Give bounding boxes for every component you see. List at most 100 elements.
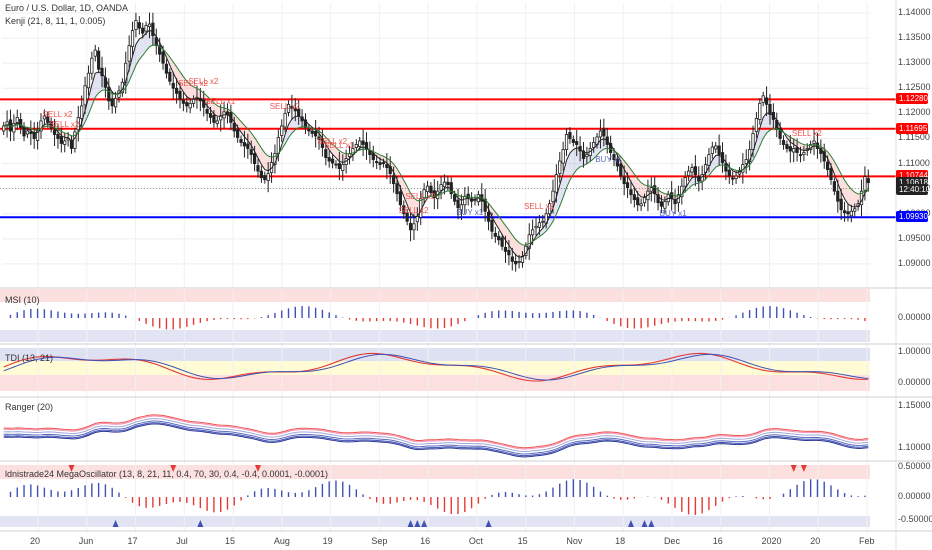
candle-body	[324, 149, 328, 158]
candle-body	[137, 22, 141, 29]
candle-body	[385, 164, 389, 168]
date-axis-label: Aug	[273, 536, 290, 546]
megaoscillator-title[interactable]: ldnistrade24 MegaOscillator (13, 8, 21, …	[5, 469, 329, 479]
candle-body	[486, 211, 491, 222]
candle-body	[63, 140, 67, 145]
candle-body	[130, 30, 135, 48]
candle-body	[83, 85, 87, 106]
mega-sell-marker	[170, 465, 177, 472]
candle-body	[239, 139, 243, 143]
sell-signal-label: SELL x2	[398, 205, 429, 215]
candle-body	[619, 163, 623, 177]
candle-body	[90, 57, 94, 74]
price-tag: 1.10618	[896, 176, 928, 188]
candle-body	[615, 159, 620, 167]
candle-body	[788, 146, 792, 152]
candle-body	[697, 176, 701, 182]
sell-signal-label: SELL x2	[188, 76, 219, 86]
candle-body	[608, 143, 613, 153]
ranger-title[interactable]: Ranger (20)	[5, 402, 54, 412]
candle-body	[147, 23, 152, 27]
candle-body	[602, 128, 606, 137]
candle-body	[670, 192, 674, 200]
date-axis-label: 19	[322, 536, 333, 546]
candle-body	[252, 153, 257, 164]
candle-body	[232, 123, 236, 132]
candle-body	[469, 198, 474, 202]
candle-body	[263, 175, 267, 181]
candle-body	[80, 105, 84, 119]
candle-body	[866, 178, 870, 184]
candle-body	[453, 194, 457, 202]
buy-signal-label: BUY x1	[659, 208, 687, 218]
candle-body	[330, 158, 335, 164]
candle-body	[497, 235, 501, 241]
candle-body	[327, 157, 331, 162]
mega-buy-marker	[414, 520, 421, 527]
tdi-title[interactable]: TDI (13, 21)	[5, 353, 54, 363]
candle-body	[378, 162, 382, 165]
candle-body	[442, 181, 447, 188]
candle-body	[174, 87, 179, 94]
candle-body	[314, 131, 318, 137]
candle-body	[100, 67, 104, 77]
date-axis-label: Nov	[566, 536, 583, 546]
candle-body	[52, 130, 57, 135]
candle-body	[466, 193, 470, 199]
candle-body	[42, 115, 47, 120]
horizontal-levels[interactable]	[0, 98, 896, 219]
candle-body	[93, 49, 97, 57]
price-axis-label: 1.09500	[898, 232, 931, 243]
candle-body	[32, 132, 36, 139]
candle-body	[354, 144, 358, 148]
kenji-cloud-segment	[78, 30, 164, 133]
candle-body	[690, 167, 694, 173]
candle-body	[842, 210, 847, 214]
msi-title[interactable]: MSI (10)	[5, 295, 40, 305]
candle-body	[97, 50, 101, 70]
mega-buy-marker	[485, 520, 492, 527]
candle-body	[408, 222, 413, 231]
candle-body	[798, 154, 803, 156]
candle-body	[266, 173, 270, 182]
candle-body	[375, 161, 379, 163]
candle-body	[215, 120, 219, 124]
msi-upper-zone	[0, 289, 870, 302]
kenji-cloud-segment	[369, 150, 431, 217]
mega-buy-marker	[627, 520, 634, 527]
symbol-title[interactable]: Euro / U.S. Dollar, 1D, OANDA	[5, 3, 129, 13]
candle-body	[853, 208, 857, 212]
candle-body	[317, 136, 321, 140]
sell-signal-label: SELL x2	[791, 128, 822, 138]
date-axis-label: 16	[420, 536, 431, 546]
candle-body	[212, 115, 216, 123]
candle-body	[259, 170, 264, 179]
candle-body	[717, 145, 721, 155]
candle-body	[286, 103, 291, 113]
msi-lower-zone	[0, 330, 870, 342]
ranger-pane-bg	[0, 398, 870, 460]
candle-body	[812, 140, 816, 144]
ranger-band	[3, 418, 869, 453]
candle-body	[429, 185, 433, 194]
date-axis-label: 17	[127, 536, 138, 546]
candle-body	[310, 130, 314, 134]
price-tag: 12:40:10	[896, 183, 930, 195]
candle-body	[849, 210, 853, 217]
candle-body	[493, 232, 497, 237]
candle-body	[86, 72, 91, 89]
candle-body	[754, 118, 759, 132]
date-axis-label: 15	[517, 536, 528, 546]
candle-body	[554, 174, 558, 193]
kenji-cloud	[3, 30, 869, 258]
candle-body	[39, 120, 43, 132]
indicator-title[interactable]: Kenji (21, 8, 11, 1, 0.005)	[5, 16, 106, 26]
date-axis-label: Sep	[371, 536, 388, 546]
candle-body	[8, 119, 13, 132]
date-axis-label: 20	[30, 536, 41, 546]
candle-body	[161, 51, 165, 64]
candle-body	[642, 197, 647, 204]
price-axis-label: 1.13500	[898, 32, 931, 43]
